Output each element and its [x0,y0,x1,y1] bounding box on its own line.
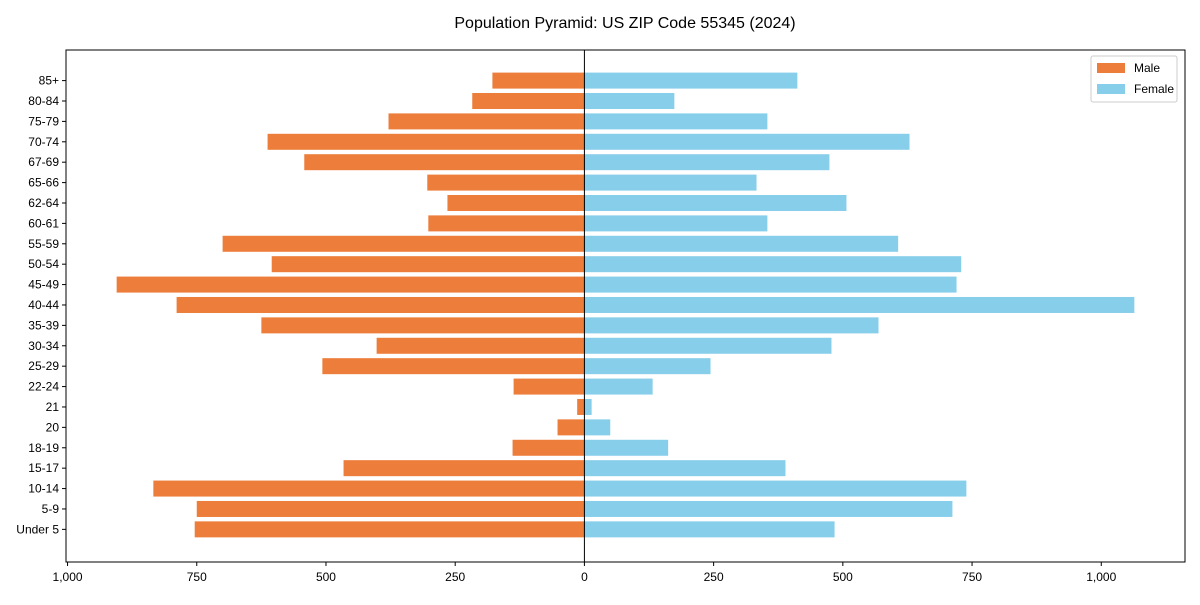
bar-female-65-66 [584,174,757,191]
bar-female-45-49 [584,276,957,293]
x-tick-label: 250 [445,570,465,584]
y-tick-label: 40-44 [28,298,59,312]
bar-male-70-74 [267,133,585,150]
x-tick-label: 0 [581,570,588,584]
bar-male-65-66 [427,174,585,191]
bar-female-70-74 [584,133,910,150]
bar-male-25-29 [322,358,585,375]
bar-female-22-24 [584,378,653,395]
legend-swatch-female [1097,84,1125,94]
y-tick-label: 5-9 [42,502,60,516]
y-tick-label: 15-17 [28,461,59,475]
x-tick-label: 750 [187,570,207,584]
bar-female-Under 5 [584,521,835,538]
bar-male-55-59 [222,235,585,252]
bar-male-15-17 [343,460,585,477]
bar-female-67-69 [584,154,830,171]
legend-label-female: Female [1134,82,1174,96]
legend-swatch-male [1097,63,1125,73]
y-tick-label: 50-54 [28,257,59,271]
bar-female-60-61 [584,215,768,232]
y-tick-label: 25-29 [28,359,59,373]
bar-male-20 [557,419,585,436]
bar-male-75-79 [388,113,585,130]
bar-female-18-19 [584,439,669,456]
bar-male-10-14 [153,480,585,497]
bar-female-55-59 [584,235,899,252]
bar-female-30-34 [584,337,832,354]
bar-male-35-39 [261,317,585,334]
bar-female-20 [584,419,611,436]
y-tick-label: 45-49 [28,278,59,292]
bar-male-18-19 [512,439,585,456]
bar-female-25-29 [584,358,711,375]
y-tick-label: 21 [46,400,60,414]
chart-title: Population Pyramid: US ZIP Code 55345 (2… [454,15,795,32]
y-tick-label: 22-24 [28,380,59,394]
y-tick-label: 75-79 [28,114,59,128]
x-tick-label: 1,000 [1086,570,1116,584]
bar-female-62-64 [584,194,847,211]
bar-female-5-9 [584,500,953,517]
y-tick-label: Under 5 [16,522,59,536]
bar-female-15-17 [584,460,786,477]
bar-male-80-84 [472,92,585,109]
bar-female-75-79 [584,113,768,130]
bar-female-50-54 [584,256,962,273]
bar-male-5-9 [196,500,585,517]
x-tick-label: 250 [704,570,724,584]
bar-female-80-84 [584,92,675,109]
legend: Male Female [1090,55,1178,103]
bar-male-22-24 [513,378,585,395]
bar-female-85+ [584,72,798,89]
bar-male-30-34 [376,337,585,354]
bar-male-85+ [492,72,585,89]
bar-male-67-69 [304,154,585,171]
y-tick-label: 85+ [39,74,59,88]
legend-label-male: Male [1134,61,1160,75]
y-tick-label: 18-19 [28,441,59,455]
bar-male-62-64 [447,194,585,211]
y-tick-label: 67-69 [28,155,59,169]
y-tick-label: 55-59 [28,237,59,251]
bar-female-21 [584,398,592,415]
bar-male-Under 5 [194,521,585,538]
plot-frame [65,49,1186,563]
y-tick-label: 30-34 [28,339,59,353]
y-tick-label: 20 [46,420,60,434]
bar-male-60-61 [428,215,585,232]
x-tick-label: 1,000 [53,570,83,584]
x-tick-label: 750 [962,570,982,584]
y-tick-label: 62-64 [28,196,59,210]
bar-male-21 [577,398,585,415]
y-tick-label: 80-84 [28,94,59,108]
bar-male-50-54 [271,256,585,273]
bar-female-10-14 [584,480,967,497]
x-tick-label: 500 [833,570,853,584]
y-tick-label: 70-74 [28,135,59,149]
y-tick-label: 60-61 [28,216,59,230]
x-tick-label: 500 [316,570,336,584]
y-tick-label: 10-14 [28,482,59,496]
y-tick-label: 65-66 [28,176,59,190]
bar-female-40-44 [584,296,1135,313]
bar-male-45-49 [116,276,585,293]
bar-male-40-44 [176,296,585,313]
bar-female-35-39 [584,317,879,334]
y-tick-label: 35-39 [28,318,59,332]
